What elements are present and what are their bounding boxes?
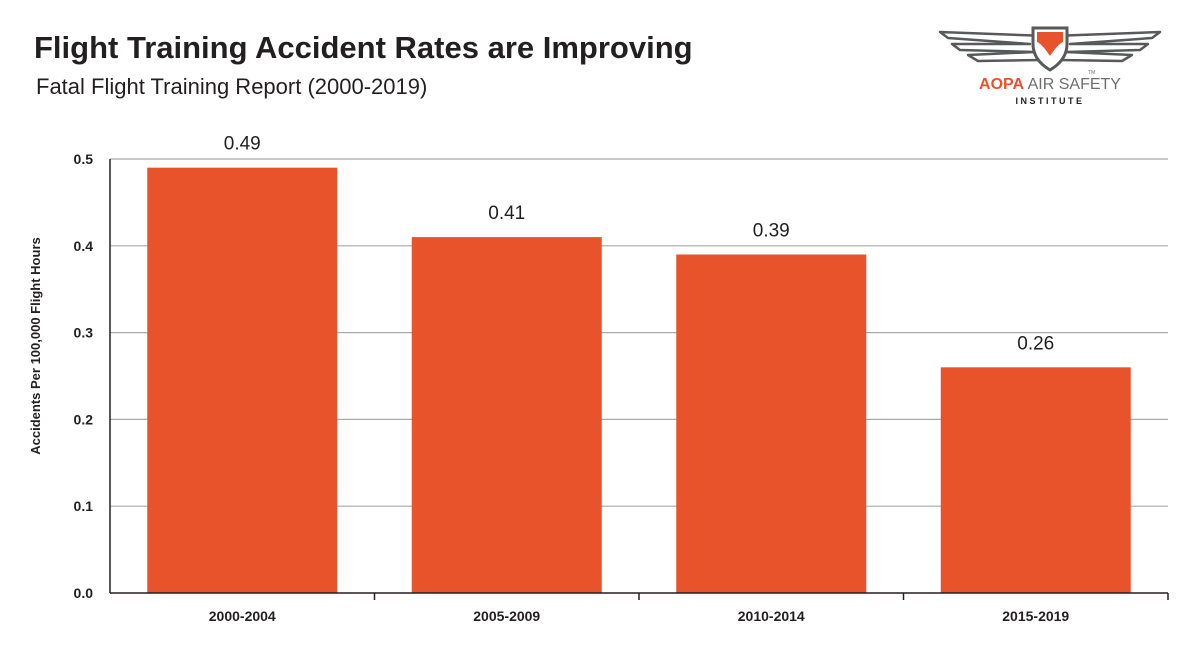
bar xyxy=(940,367,1131,593)
aopa-logo: TM AOPA AIR SAFETY INSTITUTE xyxy=(930,22,1170,112)
x-tick-label: 2010-2014 xyxy=(738,608,805,624)
wings-shield-icon: TM xyxy=(938,26,1162,76)
bars xyxy=(147,167,1131,594)
trademark-mark: TM xyxy=(1088,70,1095,76)
data-label: 0.41 xyxy=(488,203,525,224)
bar xyxy=(676,254,867,594)
y-tick-labels: 0.0 0.1 0.2 0.3 0.4 0.5 xyxy=(74,151,94,601)
logo-name: AIR SAFETY xyxy=(1024,76,1121,93)
page-subtitle: Fatal Flight Training Report (2000-2019) xyxy=(36,74,428,99)
y-tick-label: 0.0 xyxy=(74,585,94,601)
axes xyxy=(109,159,1169,600)
bar xyxy=(147,167,338,593)
x-tick-label: 2000-2004 xyxy=(209,608,276,624)
y-tick-label: 0.1 xyxy=(74,498,94,514)
y-tick-label: 0.5 xyxy=(74,151,94,167)
logo-brand: AOPA xyxy=(979,76,1025,93)
logo-subtitle: INSTITUTE xyxy=(1015,96,1085,106)
data-label: 0.39 xyxy=(753,220,790,241)
bar xyxy=(411,237,602,593)
y-axis-label: Accidents Per 100,000 Flight Hours xyxy=(28,237,43,454)
y-tick-label: 0.3 xyxy=(74,325,94,341)
y-tick-label: 0.2 xyxy=(74,411,94,427)
page-title: Flight Training Accident Rates are Impro… xyxy=(34,30,693,65)
y-tick-label: 0.4 xyxy=(74,238,94,254)
x-tick-label: 2015-2019 xyxy=(1002,608,1069,624)
data-labels: 0.49 0.41 0.39 0.26 xyxy=(224,134,1054,355)
logo-wordmark: AOPA AIR SAFETY xyxy=(930,76,1170,94)
data-label: 0.49 xyxy=(224,134,261,155)
x-tick-labels: 2000-2004 2005-2009 2010-2014 2015-2019 xyxy=(209,608,1070,624)
x-tick-label: 2005-2009 xyxy=(473,608,540,624)
data-label: 0.26 xyxy=(1017,333,1054,354)
